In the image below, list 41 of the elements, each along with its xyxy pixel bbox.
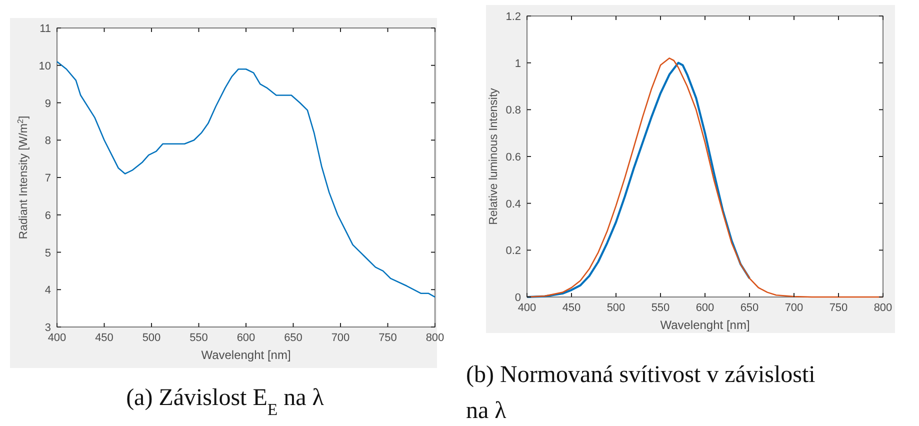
y-tick-label: 0.6 [506,152,521,164]
y-tick-label: 0.4 [506,198,521,210]
x-tick-label: 550 [190,332,208,344]
x-tick-label: 400 [48,332,66,344]
x-axis-title: Wavelenght [nm] [660,318,750,332]
x-tick-label: 800 [426,332,444,344]
y-tick-label: 7 [44,172,51,184]
x-tick-label: 700 [784,302,804,314]
line-series [526,62,751,298]
x-tick-label: 400 [518,302,536,314]
x-axis-title: Wavelenght [nm] [201,348,291,362]
y-tick-label: 6 [44,210,51,222]
x-tick-label: 450 [562,302,581,314]
line-series [56,60,436,298]
x-tick-label: 450 [95,332,114,344]
y-axis-title: Relative luminous Intensity [488,88,500,225]
y-tick-label: 1.2 [506,11,521,23]
text: (b) Normovaná svítivost v závislosti na λ [466,362,816,424]
x-tick-label: 750 [378,332,397,344]
x-tick-label: 750 [829,302,848,314]
y-tick-label: 11 [40,23,51,35]
x-tick-label: 650 [284,332,302,344]
y-tick-label: 5 [44,247,51,260]
y-tick-label: 4 [44,284,51,297]
y-tick-label: 1 [514,58,521,70]
y-tick-label: 3 [44,322,51,334]
x-tick-label: 500 [142,332,161,344]
y-tick-label: 9 [44,98,51,110]
x-tick-label: 550 [651,302,670,314]
y-tick-label: 0.2 [506,245,521,258]
y-tick-label: 0 [514,292,521,304]
x-tick-label: 700 [331,332,350,344]
text: (a) Závislost E$_{E}$ na λ [126,385,324,418]
y-tick-label: 8 [44,135,51,148]
y-tick-label: 10 [38,60,51,72]
y-tick-label: 0.8 [506,104,521,117]
x-tick-label: 500 [606,302,626,314]
x-tick-label: 650 [740,302,759,314]
x-tick-label: 600 [696,302,714,314]
x-tick-label: 800 [874,302,892,314]
x-tick-label: 600 [236,332,256,344]
